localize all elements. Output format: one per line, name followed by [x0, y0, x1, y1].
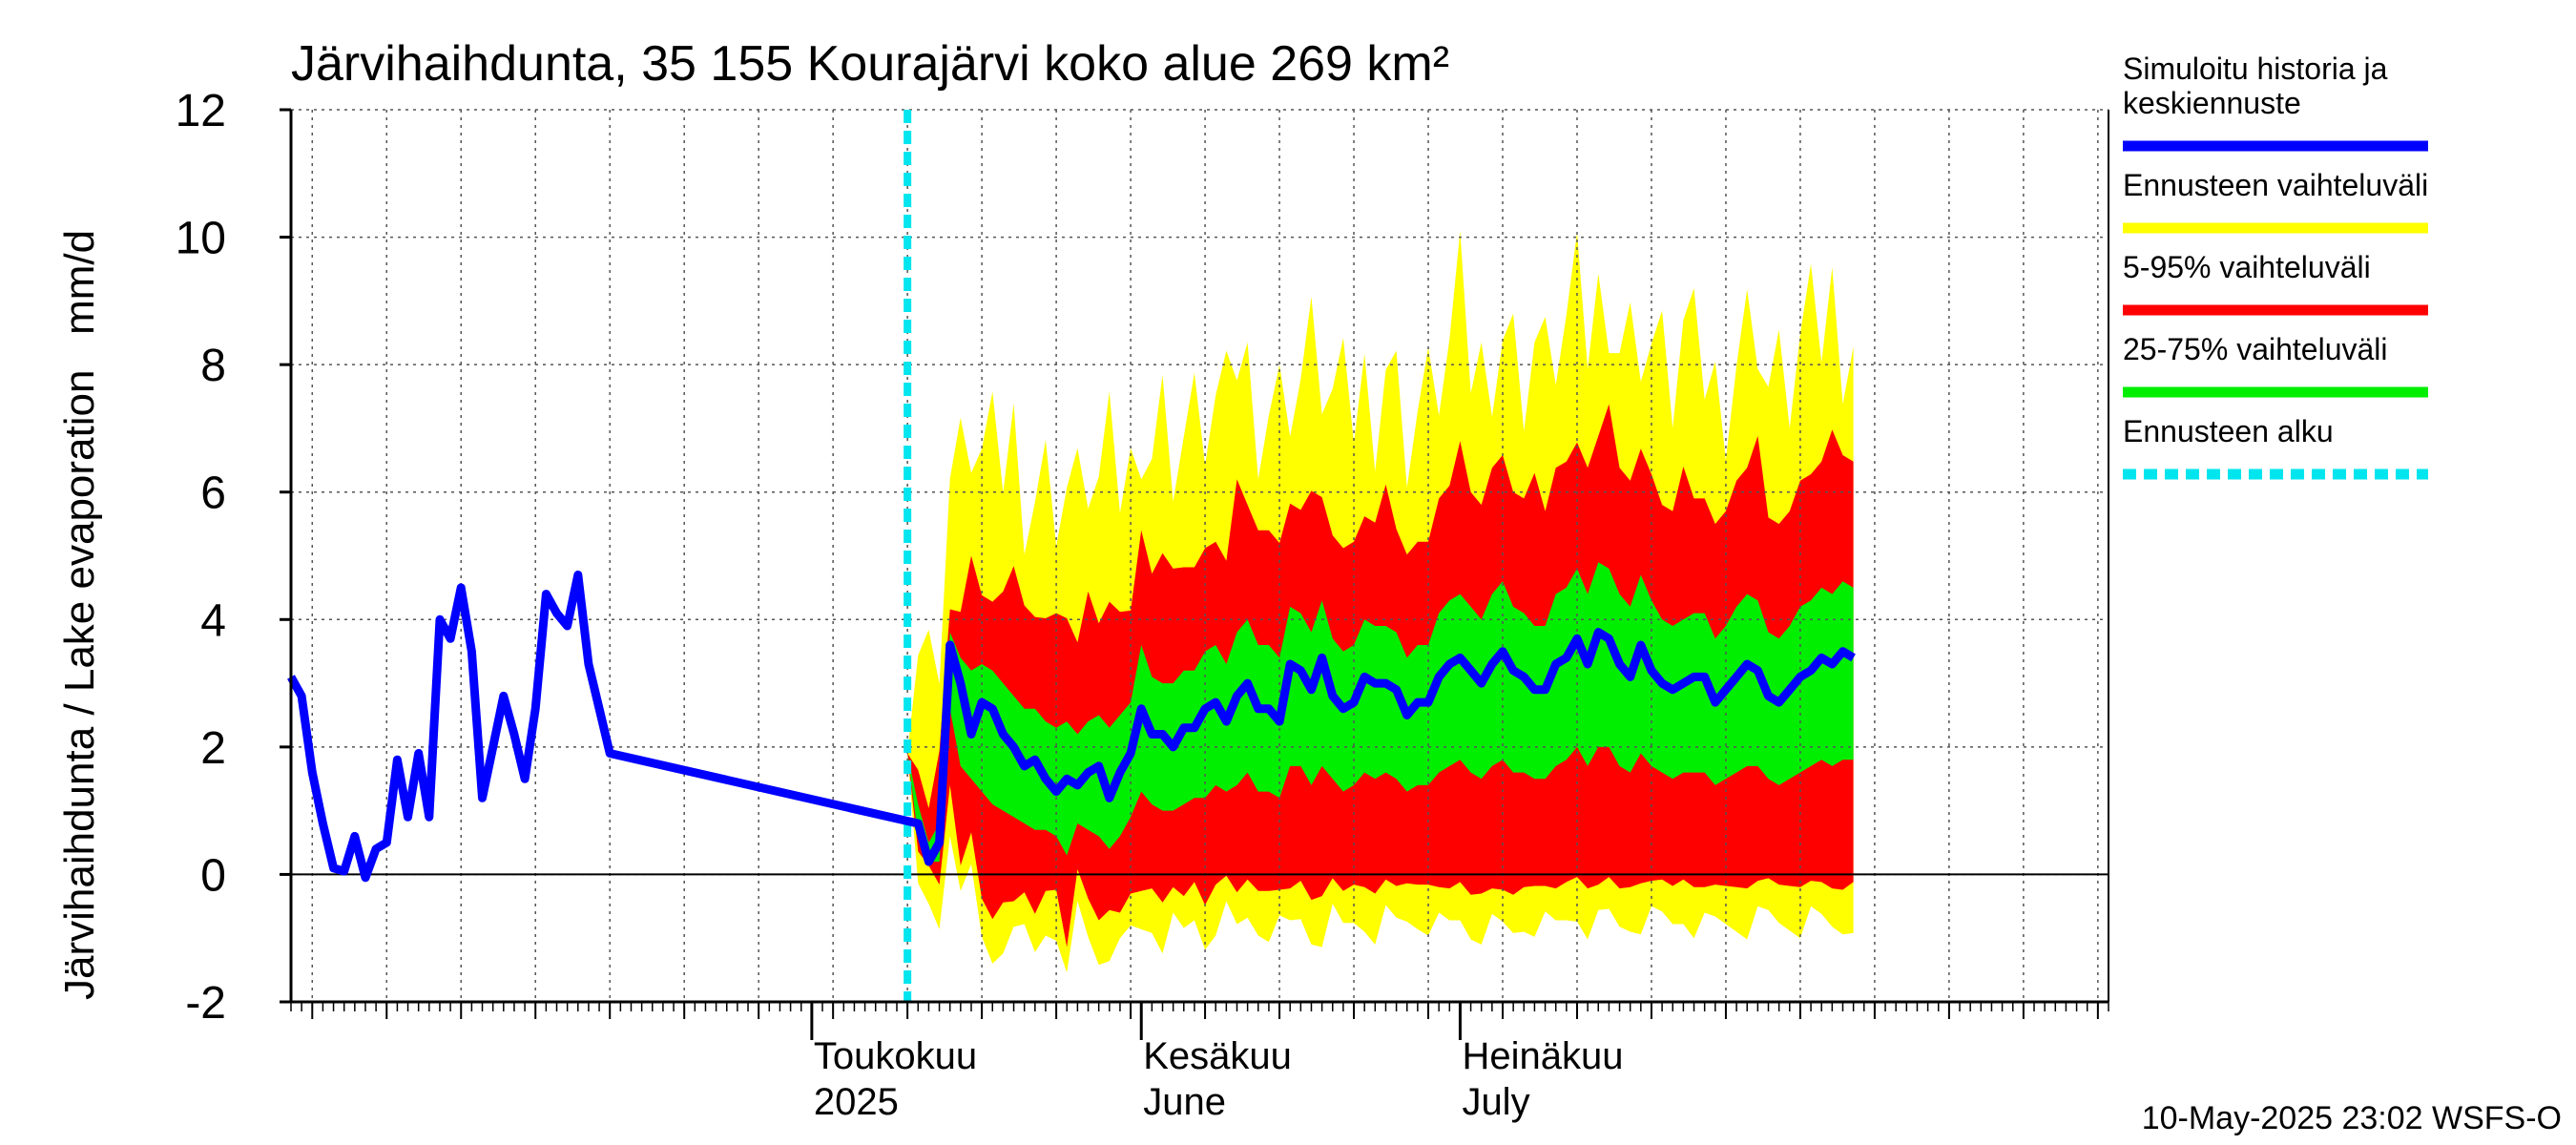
series-lines — [287, 110, 1856, 1002]
y-tick-label: -2 — [185, 978, 226, 1029]
x-month-sublabel: July — [1462, 1081, 1529, 1123]
y-tick-label: 2 — [200, 723, 226, 774]
y-tick-label: 10 — [176, 214, 226, 264]
legend-label: Ennusteen alku — [2123, 414, 2334, 448]
y-tick-label: 12 — [176, 86, 226, 136]
legend-label: Simuloitu historia ja — [2123, 52, 2388, 86]
legend-label: keskiennuste — [2123, 86, 2301, 120]
forecast-bands — [907, 230, 1854, 973]
y-tick-label: 8 — [200, 341, 226, 391]
x-month-label: Toukokuu — [814, 1035, 977, 1077]
chart-title: Järvihaihdunta, 35 155 Kourajärvi koko a… — [291, 36, 1449, 92]
y-tick-label: 0 — [200, 850, 226, 901]
x-month-label: Heinäkuu — [1462, 1035, 1623, 1077]
legend-label: Ennusteen vaihteluväli — [2123, 168, 2428, 202]
timestamp: 10-May-2025 23:02 WSFS-O — [2142, 1100, 2562, 1136]
y-axis-label: Järvihaihdunta / Lake evaporation mm/d — [56, 230, 103, 1000]
axes — [280, 108, 2109, 1040]
x-month-sublabel: June — [1143, 1081, 1226, 1123]
legend-label: 25-75% vaihteluväli — [2123, 332, 2388, 366]
x-month-sublabel: 2025 — [814, 1081, 899, 1123]
legend-label: 5-95% vaihteluväli — [2123, 250, 2371, 284]
x-month-label: Kesäkuu — [1143, 1035, 1292, 1077]
y-tick-label: 6 — [200, 468, 226, 519]
y-tick-label: 4 — [200, 595, 226, 646]
history-mean-line — [287, 571, 1856, 883]
range-25-75-band — [907, 562, 1854, 863]
